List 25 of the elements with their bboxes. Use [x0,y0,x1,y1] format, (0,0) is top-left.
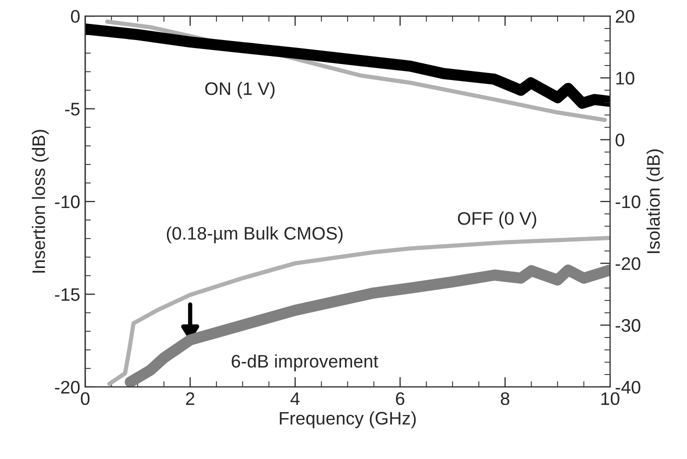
x-tick-label: 4 [290,392,300,405]
annotation: ON (1 V) [205,82,275,99]
x-tick-label: 6 [396,392,404,406]
x-tick-label: 0 [80,392,90,406]
y2-tick-label: 20 [616,10,634,23]
y-axis-title: Insertion loss (dB) [32,130,49,273]
x-axis-title: Frequency (GHz) [280,411,416,428]
y2-axis-title: Isolation (dB) [646,149,664,254]
y-tick-label: -15 [55,288,80,301]
y2-tick-label: 10 [616,72,634,85]
y-tick-label: -20 [55,380,80,394]
annotation: OFF (0 V) [458,212,536,228]
annotation: 6-dB improvement [232,354,378,372]
x-tick-label: 10 [601,392,620,406]
y2-tick-label: 0 [616,134,624,146]
y2-tick-label: -40 [616,380,640,394]
y-tick-label: -5 [65,102,80,116]
annotation: (0.18-µm Bulk CMOS) [166,226,343,244]
x-tick-label: 2 [186,392,194,405]
y-tick-label: -10 [55,195,80,208]
x-tick-label: 8 [500,392,510,406]
y-tick-label: 0 [70,10,80,23]
y2-tick-label: -10 [616,195,640,208]
y2-tick-label: -20 [616,257,640,270]
y2-tick-label: -30 [616,319,640,332]
